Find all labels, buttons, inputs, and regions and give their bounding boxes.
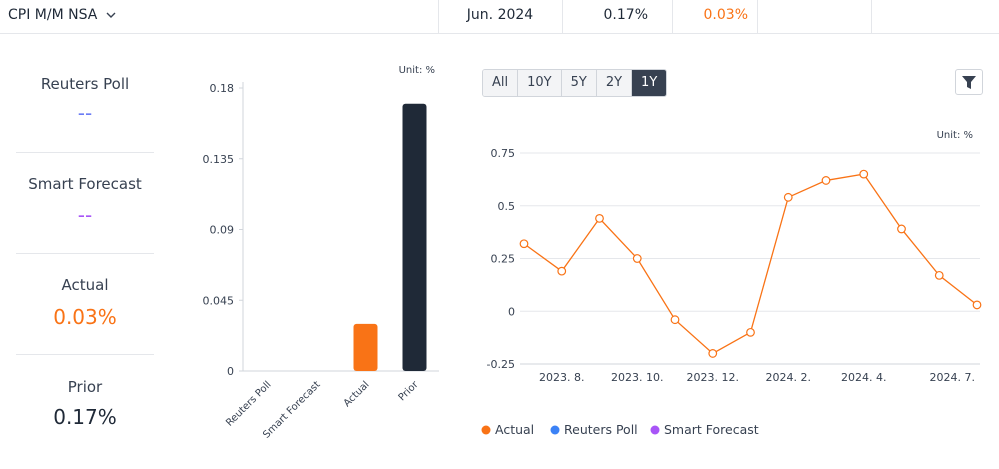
x-tick-label: Reuters Poll <box>224 379 273 428</box>
summary-label: Actual <box>61 276 109 294</box>
y-tick-label: 0 <box>508 305 515 318</box>
range-button[interactable]: 1Y <box>631 70 667 96</box>
indicator-name: CPI M/M NSA <box>8 7 98 23</box>
filter-button[interactable] <box>955 69 983 95</box>
chevron <box>106 12 116 18</box>
period: Jun. 2024 <box>466 7 534 23</box>
legend-label: Actual <box>495 422 534 437</box>
y-tick-label: 0.25 <box>491 253 516 266</box>
y-tick-label: 0.5 <box>498 200 516 213</box>
y-tick-label: 0 <box>227 365 234 378</box>
bar <box>402 103 427 371</box>
prior-value: 0.17% <box>603 7 648 23</box>
range-button[interactable]: 2Y <box>595 70 632 96</box>
point <box>670 315 680 325</box>
legend-label: Reuters Poll <box>564 422 638 437</box>
summary-value: 0.17% <box>53 405 117 429</box>
x-tick-label: 2024. 4. <box>841 371 886 384</box>
y-tick-label: 0.135 <box>203 153 235 166</box>
range-button[interactable]: 5Y <box>560 70 596 96</box>
point <box>934 270 944 280</box>
indicator-select[interactable]: CPI M/M NSA <box>8 7 116 23</box>
bar <box>353 323 378 371</box>
point <box>821 176 831 185</box>
point <box>708 349 718 358</box>
x-tick-label: Prior <box>397 379 422 404</box>
x-tick-label: 2024. 7. <box>930 371 975 384</box>
filter-icon <box>962 76 976 89</box>
y-tick-label: 0.75 <box>491 147 516 160</box>
legend-label: Smart Forecast <box>664 422 759 437</box>
x-tick-label: Actual <box>342 379 372 409</box>
point <box>632 254 642 263</box>
y-tick-label: 0.09 <box>210 224 235 237</box>
summary-label: Prior <box>67 378 103 396</box>
y-tick-label: 0.18 <box>210 82 235 95</box>
x-tick-label: 2023. 8. <box>539 371 584 384</box>
point <box>783 192 793 202</box>
y-tick-label: 0.045 <box>203 294 235 307</box>
summary-value: -- <box>77 101 93 125</box>
range-button[interactable]: All <box>483 70 518 96</box>
range-buttons: All 10Y 5Y 2Y 1Y <box>482 69 668 97</box>
point <box>746 327 755 337</box>
point <box>972 300 982 310</box>
x-tick-label: 2023. 12. <box>687 371 739 384</box>
point <box>595 214 604 223</box>
unit-label: Unit: % <box>399 65 435 76</box>
y-tick-label: -0.25 <box>487 358 515 371</box>
actual-value: 0.03% <box>703 7 748 23</box>
point <box>859 169 869 179</box>
x-tick-label: 2024. 2. <box>766 371 811 384</box>
summary-label: Smart Forecast <box>28 175 142 193</box>
summary-panel: Reuters Poll -- Smart Forecast -- Actual… <box>0 33 170 469</box>
x-tick-label: 2023. 10. <box>611 371 663 384</box>
point <box>557 266 567 276</box>
legend-marker <box>481 425 491 435</box>
legend-marker <box>550 425 560 435</box>
top-bar: CPI M/M NSA Jun. 2024 0.17% 0.03% <box>0 0 999 34</box>
summary-label: Reuters Poll <box>40 75 130 93</box>
point <box>897 224 906 234</box>
summary-value: 0.03% <box>53 305 117 329</box>
line <box>523 173 978 355</box>
legend-marker <box>650 425 660 435</box>
unit-label: Unit: % <box>937 130 973 141</box>
range-button[interactable]: 10Y <box>517 70 561 96</box>
summary-value: -- <box>77 203 93 227</box>
point <box>519 239 529 249</box>
